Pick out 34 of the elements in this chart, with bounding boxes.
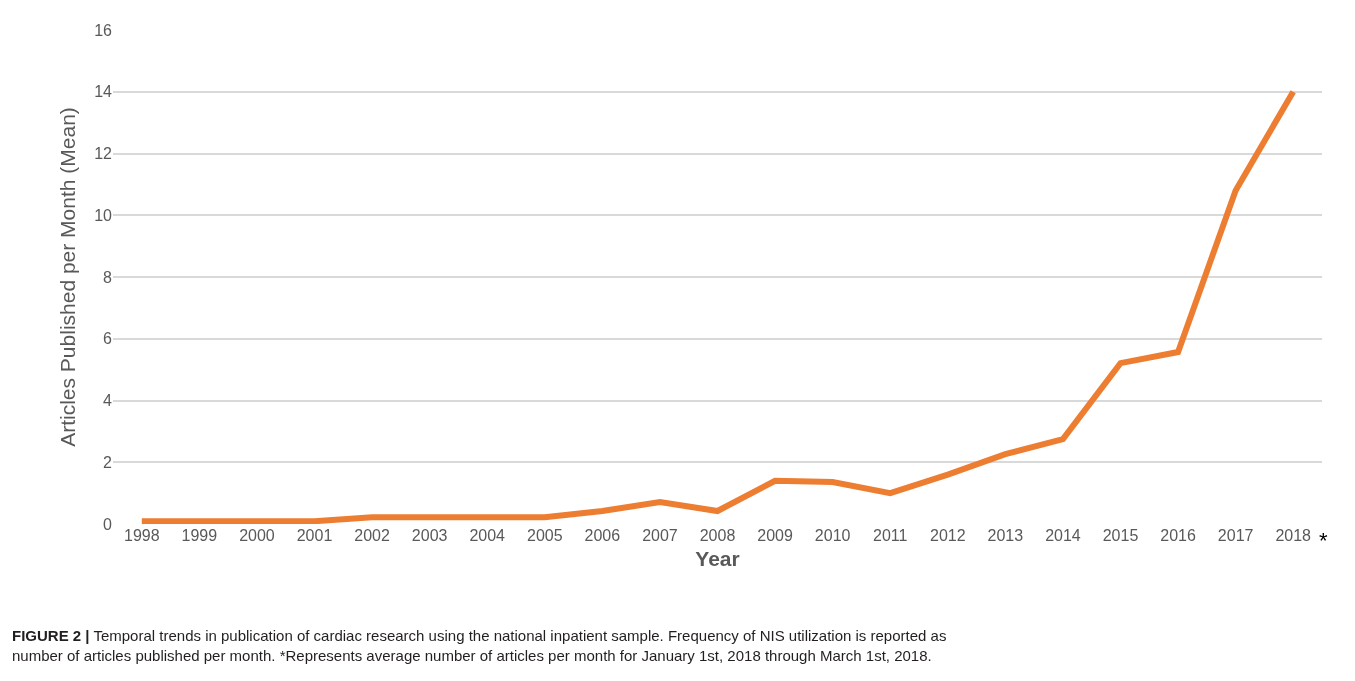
y-axis-title: Articles Published per Month (Mean) (56, 107, 80, 447)
x-tick-label: 2017 (1217, 527, 1254, 544)
x-tick-label: 2004 (469, 527, 506, 544)
x-axis-title: Year (695, 547, 740, 571)
x-tick-label: 2012 (929, 527, 966, 544)
x-tick-label: 2003 (411, 527, 448, 544)
caption: FIGURE 2 | Temporal trends in publication of cardiac research using the national inpatient sample. Frequency of NIS utilization is reported as number of articles published per month. *Represents average number of articles per month for January 1st, 2018 through March 1st, 2018. (12, 627, 947, 664)
x-tick-label: 1999 (181, 527, 218, 544)
x-tick-label: 2009 (757, 527, 793, 544)
x-tick-label: 2000 (239, 527, 275, 544)
x-tick-label: 2011 (873, 527, 908, 544)
y-tick-label: 14 (94, 83, 113, 101)
y-tick-label: 10 (94, 206, 113, 224)
x-tick-label: 2001 (296, 527, 333, 544)
x-tick-label: 2015 (1102, 527, 1139, 544)
x-tick-label: 2013 (987, 527, 1024, 544)
x-tick-label: 2008 (699, 527, 736, 544)
x-tick-label: 2018 (1275, 527, 1312, 544)
x-tick-label: 2016 (1160, 527, 1196, 544)
y-tick-label: 8 (103, 268, 113, 286)
x-tick-label: 2007 (642, 527, 678, 544)
y-tick-label: 12 (94, 145, 113, 163)
text: * (1319, 528, 1328, 553)
y-tick-label: 0 (103, 515, 113, 533)
x-tick-label: 2002 (354, 527, 390, 544)
x-tick-label: 2005 (526, 527, 563, 544)
y-tick-label: 2 (103, 453, 113, 471)
x-tick-label: 2014 (1045, 527, 1081, 544)
x-tick-label: 1998 (123, 527, 160, 544)
y-tick-label: 4 (103, 392, 113, 410)
y-tick-label: 16 (94, 21, 113, 39)
x-tick-label: 2006 (584, 527, 621, 544)
y-tick-label: 6 (103, 330, 113, 348)
x-tick-label: 2010 (814, 527, 851, 544)
